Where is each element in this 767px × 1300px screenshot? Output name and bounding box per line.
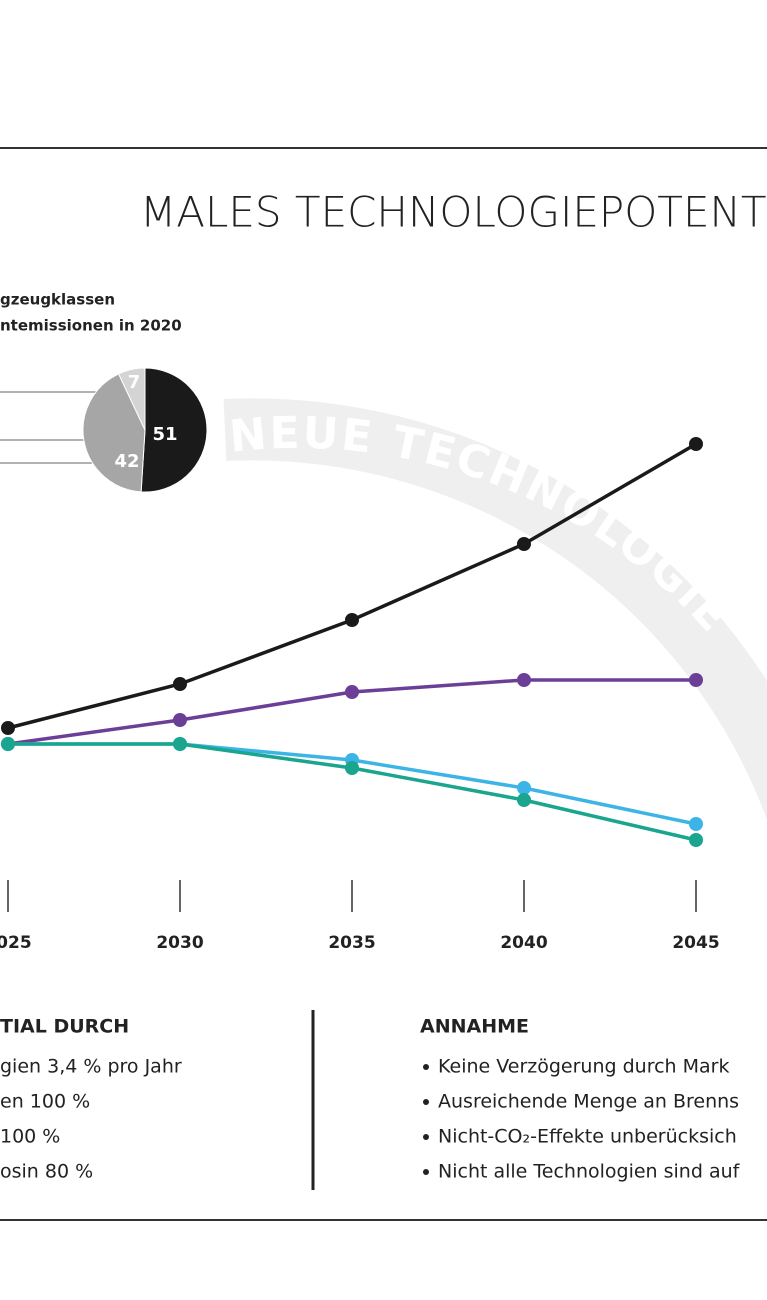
series-point bbox=[173, 713, 187, 727]
bullet bbox=[423, 1064, 429, 1070]
series-point bbox=[173, 677, 187, 691]
bullet bbox=[423, 1099, 429, 1105]
series-point bbox=[689, 817, 703, 831]
x-tick-label: 2035 bbox=[328, 933, 375, 953]
series-point bbox=[1, 721, 15, 735]
note-item: Nicht-CO₂-Effekte unberücksich bbox=[438, 1126, 737, 1148]
series-point bbox=[689, 833, 703, 847]
pie-label: 51 bbox=[152, 424, 177, 445]
inset-title: gzeugklassen bbox=[0, 291, 115, 309]
series-point bbox=[345, 613, 359, 627]
notes-heading: ANNAHME bbox=[420, 1016, 529, 1038]
pie-label: 7 bbox=[128, 372, 141, 393]
series-point bbox=[345, 761, 359, 775]
notes-heading: TIAL DURCH bbox=[0, 1016, 129, 1038]
pie-slice bbox=[140, 367, 208, 493]
pie-slice bbox=[117, 367, 146, 431]
x-tick-label: 2045 bbox=[672, 933, 719, 953]
note-item: 100 % bbox=[0, 1126, 60, 1148]
series-point bbox=[345, 685, 359, 699]
series-point bbox=[517, 673, 531, 687]
note-item: gien 3,4 % pro Jahr bbox=[0, 1056, 182, 1078]
x-tick-label: 2025 bbox=[0, 933, 32, 953]
watermark-band bbox=[223, 398, 767, 820]
x-tick-label: 2030 bbox=[156, 933, 203, 953]
series-point bbox=[1, 737, 15, 751]
series-point bbox=[173, 737, 187, 751]
series-point bbox=[689, 437, 703, 451]
note-item: osin 80 % bbox=[0, 1161, 93, 1183]
note-item: en 100 % bbox=[0, 1091, 90, 1113]
series-point bbox=[517, 781, 531, 795]
series-point bbox=[517, 793, 531, 807]
note-item: Nicht alle Technologien sind auf bbox=[438, 1161, 741, 1183]
pie-label: 42 bbox=[114, 451, 139, 472]
bullet bbox=[423, 1134, 429, 1140]
chart-title: MALES TECHNOLOGIEPOTENTIAL FÜR bbox=[140, 188, 767, 237]
x-tick-label: 2040 bbox=[500, 933, 547, 953]
inset-title: ntemissionen in 2020 bbox=[0, 317, 182, 335]
series-point bbox=[689, 673, 703, 687]
pie-slice bbox=[82, 373, 146, 493]
bullet bbox=[423, 1169, 429, 1175]
note-item: Keine Verzögerung durch Mark bbox=[438, 1056, 730, 1078]
series-point bbox=[517, 537, 531, 551]
note-item: Ausreichende Menge an Brenns bbox=[438, 1091, 739, 1113]
